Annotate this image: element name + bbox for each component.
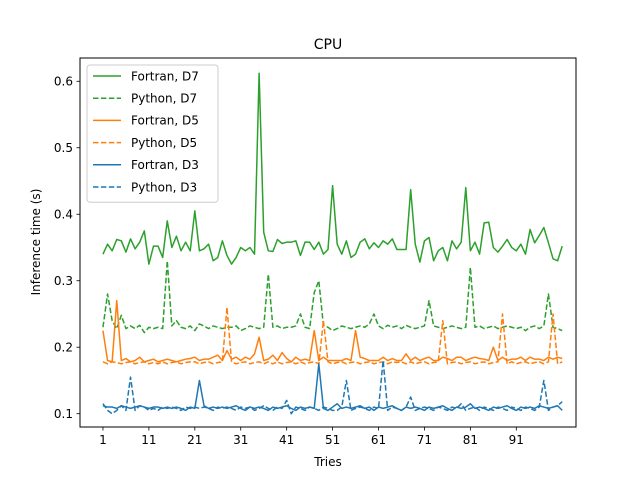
y-tick-label: 0.3: [54, 274, 73, 288]
series-line-python-d5: [102, 306, 563, 365]
x-tick-label: 1: [99, 433, 107, 447]
series-line-python-d7: [102, 260, 563, 334]
y-tick-label: 0.2: [54, 341, 73, 355]
x-tick-label: 61: [371, 433, 386, 447]
x-tick-label: 91: [509, 433, 524, 447]
x-tick-label: 11: [141, 433, 156, 447]
chart-title: CPU: [314, 37, 342, 53]
x-tick-label: 31: [233, 433, 248, 447]
legend-label: Fortran, D7: [131, 69, 199, 83]
y-tick-label: 0.1: [54, 407, 73, 421]
y-tick-label: 0.4: [54, 208, 73, 222]
legend: Fortran, D7 Python, D7 Fortran, D5 Python, …: [86, 64, 219, 203]
series-line-fortran-d3: [102, 363, 563, 412]
x-axis: 1 11 21 31 41 51 61 71 81 91: [99, 427, 524, 447]
y-tick-label: 0.6: [54, 75, 73, 89]
legend-label: Python, D5: [131, 136, 197, 150]
plot-area-frame: [79, 57, 577, 428]
x-axis-title: Tries: [313, 455, 341, 469]
y-axis-title: Inference time (s): [29, 189, 43, 296]
x-tick-label: 51: [325, 433, 340, 447]
series-line-fortran-d7: [102, 72, 563, 265]
x-tick-label: 41: [279, 433, 294, 447]
legend-label: Fortran, D5: [131, 114, 199, 128]
series-line-fortran-d5: [102, 299, 563, 363]
series-line-python-d3: [102, 359, 563, 415]
legend-label: Fortran, D3: [131, 158, 199, 172]
series-lines: [102, 72, 563, 415]
legend-label: Python, D3: [131, 180, 197, 194]
x-tick-label: 81: [463, 433, 478, 447]
y-axis: 0.1 0.2 0.3 0.4 0.5 0.6: [54, 75, 80, 421]
legend-frame: [86, 64, 219, 203]
y-tick-label: 0.5: [54, 141, 73, 155]
x-tick-label: 21: [187, 433, 202, 447]
legend-label: Python, D7: [131, 92, 197, 106]
x-tick-label: 71: [417, 433, 432, 447]
